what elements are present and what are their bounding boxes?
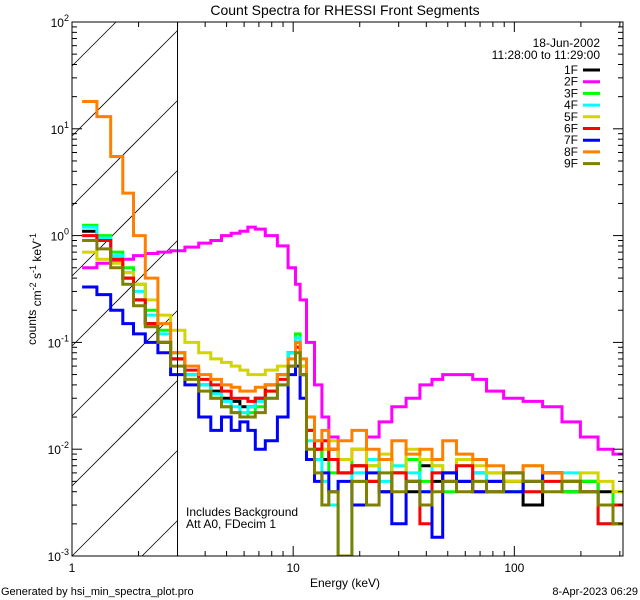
legend-label-2F: 2F bbox=[564, 75, 578, 89]
plot-frame bbox=[71, 21, 624, 557]
series-line-3F bbox=[82, 223, 623, 507]
hatch-line bbox=[71, 100, 178, 207]
shaded-region-hatch bbox=[71, 21, 178, 557]
legend-label-5F: 5F bbox=[564, 110, 578, 124]
y-axis-label: counts cm-2 s-1 keV-1 bbox=[25, 233, 44, 345]
legend-label-1F: 1F bbox=[564, 63, 578, 77]
footer-generated-by: Generated by hsi_min_spectra_plot.pro bbox=[1, 586, 194, 598]
annotation-background: Includes Background bbox=[186, 505, 298, 519]
y-tick-label: 10-2 bbox=[48, 440, 69, 457]
legend-label-9F: 9F bbox=[564, 157, 578, 171]
legend-label-4F: 4F bbox=[564, 98, 578, 112]
x-tick-label: 100 bbox=[504, 561, 524, 575]
series-line-5F bbox=[82, 250, 623, 494]
chart-title: Count Spectra for RHESSI Front Segments bbox=[210, 2, 479, 18]
annotation-attenuator: Att A0, FDecim 1 bbox=[186, 517, 276, 531]
series-line-9F bbox=[82, 239, 623, 556]
y-tick-label: 100 bbox=[51, 227, 69, 244]
hatch-line bbox=[71, 310, 178, 417]
footer-timestamp: 8-Apr-2023 06:29 bbox=[552, 586, 638, 598]
legend-time-range: 11:28:00 to 11:29:00 bbox=[492, 48, 601, 62]
y-tick-label: 10-1 bbox=[48, 333, 69, 350]
hatch-line bbox=[71, 240, 178, 347]
hatch-line bbox=[141, 520, 178, 557]
legend-label-8F: 8F bbox=[564, 145, 578, 159]
hatch-line bbox=[71, 30, 178, 137]
y-tick-label: 101 bbox=[51, 120, 69, 137]
hatch-line bbox=[71, 21, 117, 67]
hatch-line bbox=[71, 450, 178, 557]
series-line-2F bbox=[82, 225, 623, 461]
hatch-line bbox=[71, 170, 178, 277]
hatch-line bbox=[71, 380, 178, 487]
x-tick-label: 1 bbox=[69, 561, 76, 575]
legend-label-3F: 3F bbox=[564, 86, 578, 100]
x-axis-label: Energy (keV) bbox=[310, 576, 380, 590]
legend-date: 18-Jun-2002 bbox=[533, 36, 601, 50]
series-line-8F bbox=[82, 100, 623, 526]
legend-label-6F: 6F bbox=[564, 122, 578, 136]
y-tick-label: 102 bbox=[51, 13, 69, 30]
legend-label-7F: 7F bbox=[564, 133, 578, 147]
x-tick-label: 10 bbox=[286, 561, 300, 575]
y-tick-label: 10-3 bbox=[48, 547, 69, 564]
